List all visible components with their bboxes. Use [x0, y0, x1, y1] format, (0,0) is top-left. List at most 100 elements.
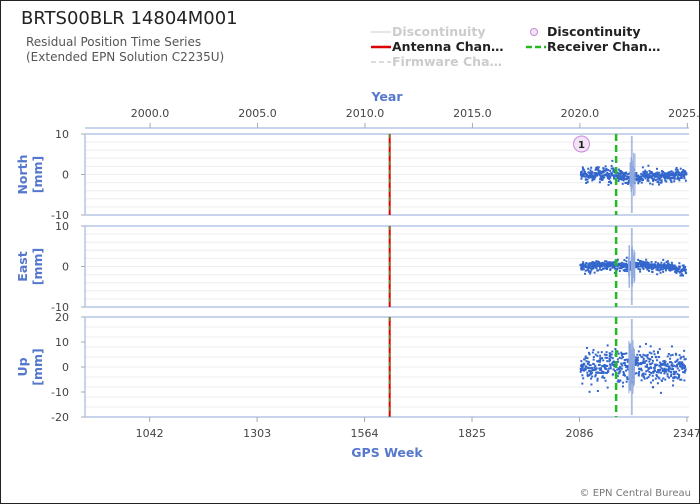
bottom-axis-tick-label: 1825: [458, 427, 486, 440]
bottom-axis-tick-label: 1042: [136, 427, 164, 440]
data-point: [594, 172, 597, 175]
data-point: [676, 176, 679, 179]
data-point: [583, 175, 586, 178]
data-point: [657, 181, 660, 184]
data-point: [599, 354, 602, 357]
data-point: [660, 267, 663, 270]
data-point: [626, 376, 629, 379]
data-point: [654, 179, 657, 182]
data-point: [669, 171, 672, 174]
data-point: [600, 262, 603, 265]
data-point: [651, 183, 654, 186]
data-point: [639, 354, 642, 357]
data-point: [619, 173, 622, 176]
data-point: [607, 183, 610, 186]
data-point: [659, 263, 662, 266]
data-point: [680, 361, 683, 364]
data-point: [634, 363, 637, 366]
data-point: [650, 260, 653, 263]
data-point: [627, 179, 630, 182]
data-point: [611, 373, 614, 376]
data-point: [679, 274, 682, 277]
top-axis-tick-label: 2000.0: [131, 107, 170, 120]
data-point: [645, 261, 648, 264]
data-point: [642, 265, 645, 268]
data-point: [597, 171, 600, 174]
data-point: [647, 376, 650, 379]
data-point: [621, 264, 624, 267]
data-point: [625, 369, 628, 372]
data-point: [684, 366, 687, 369]
data-point: [616, 265, 619, 268]
data-point: [678, 262, 681, 265]
data-point: [674, 352, 677, 355]
data-point: [663, 176, 666, 179]
data-point: [683, 175, 686, 178]
data-point: [657, 269, 660, 272]
data-point: [656, 171, 659, 174]
data-point: [590, 383, 593, 386]
legend-discontinuity-line-label[interactable]: Discontinuity: [392, 24, 486, 39]
data-point: [637, 268, 640, 271]
data-point: [660, 179, 663, 182]
data-point: [602, 167, 605, 170]
data-point: [653, 353, 656, 356]
data-point: [662, 258, 665, 261]
data-point: [642, 372, 645, 375]
data-point: [603, 176, 606, 179]
data-point: [656, 178, 659, 181]
legend-antenna-change-label[interactable]: Antenna Chan…: [392, 39, 504, 54]
data-point: [662, 175, 665, 178]
data-point: [650, 176, 653, 179]
data-point: [659, 271, 662, 274]
data-point: [622, 362, 625, 365]
data-point: [642, 353, 645, 356]
data-point: [598, 371, 601, 374]
legend-firmware-change-label[interactable]: Firmware Cha…: [392, 54, 502, 69]
data-point: [629, 261, 632, 264]
data-point: [604, 367, 607, 370]
legend-discontinuity-marker-label[interactable]: Discontinuity: [547, 24, 641, 39]
data-point: [587, 263, 590, 266]
data-point: [589, 272, 592, 275]
credit-text: © EPN Central Bureau: [579, 488, 691, 499]
data-point: [660, 379, 663, 382]
data-point: [580, 263, 583, 266]
data-point: [626, 182, 629, 185]
data-point: [597, 169, 600, 172]
data-point: [649, 345, 652, 348]
data-point: [679, 362, 682, 365]
data-point: [636, 361, 639, 364]
legend-receiver-change-label[interactable]: Receiver Chan…: [547, 39, 661, 54]
data-point: [652, 350, 655, 353]
data-point: [638, 368, 641, 371]
data-point: [634, 362, 637, 365]
data-point: [614, 370, 617, 373]
data-point: [669, 354, 672, 357]
data-point: [640, 181, 643, 184]
data-point: [634, 173, 637, 176]
legend-discontinuity-circle-swatch: [530, 28, 538, 36]
data-point: [605, 169, 608, 172]
data-point: [638, 180, 641, 183]
data-point: [589, 172, 592, 175]
data-point: [621, 171, 624, 174]
data-point: [597, 359, 600, 362]
data-point: [656, 273, 659, 276]
data-point: [669, 367, 672, 370]
data-point: [655, 167, 658, 170]
data-point: [680, 356, 683, 359]
top-axis-tick-label: 2015.0: [453, 107, 492, 120]
data-point: [662, 265, 665, 267]
data-point: [616, 375, 619, 378]
data-point: [666, 173, 669, 176]
data-point: [664, 266, 667, 269]
data-point: [586, 371, 589, 374]
data-point: [586, 362, 589, 365]
data-point: [590, 366, 593, 369]
data-point: [622, 174, 625, 177]
data-point: [589, 267, 592, 270]
data-point: [678, 375, 681, 378]
data-point: [616, 368, 619, 371]
data-point: [608, 173, 611, 176]
